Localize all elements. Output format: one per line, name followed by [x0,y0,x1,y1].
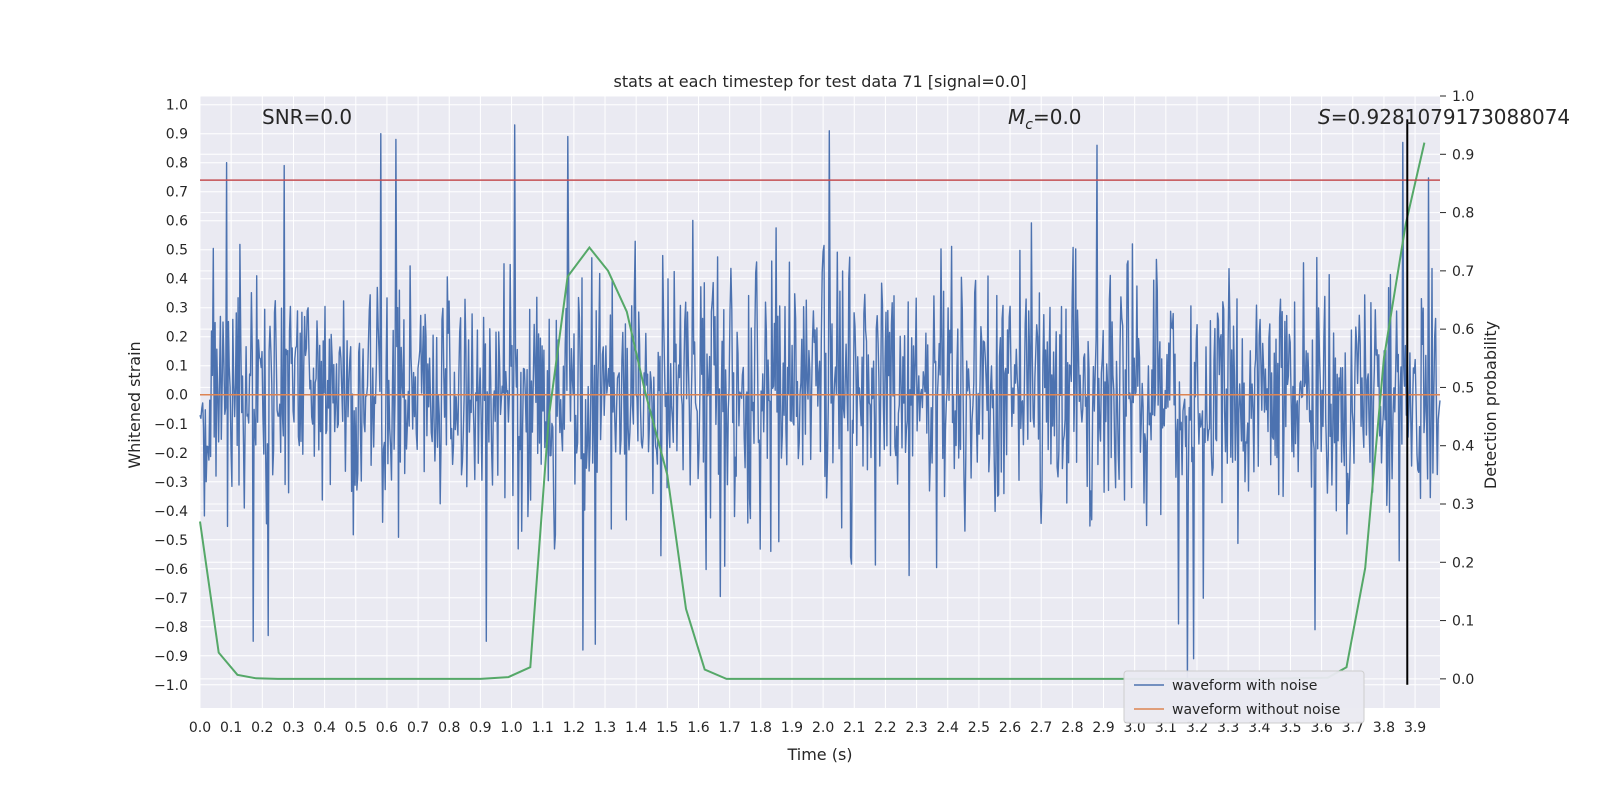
x-tick-label: 3.4 [1248,720,1270,736]
x-tick-label: 3.1 [1155,720,1177,736]
y-right-tick-label: 0.0 [1452,672,1474,688]
y-right-tick-label: 0.7 [1452,264,1474,280]
y-tick-label: −0.1 [154,417,188,433]
reference-lines [200,119,1440,685]
y-tick-label: 0.6 [166,214,188,230]
y-right-tick-label: 0.4 [1452,439,1474,455]
x-tick-label: 3.9 [1404,720,1426,736]
x-tick-label: 1.6 [687,720,709,736]
x-tick-label: 0.9 [469,720,491,736]
y-tick-label: 0.5 [166,243,188,259]
x-tick-label: 1.4 [625,720,647,736]
x-tick-label: 3.6 [1310,720,1332,736]
x-tick-label: 0.8 [438,720,460,736]
x-tick-label: 0.6 [376,720,398,736]
y-tick-label: −0.4 [154,504,188,520]
x-tick-label: 1.5 [656,720,678,736]
y-right-tick-label: 0.8 [1452,206,1474,222]
x-tick-label: 0.1 [220,720,242,736]
x-axis-label: Time (s) [786,745,852,764]
mc-subscript: c [1025,117,1033,133]
y-tick-label: 0.9 [166,127,188,143]
x-tick-label: 2.7 [1030,720,1052,736]
y-tick-label: −0.9 [154,649,188,665]
y-right-tick-label: 0.3 [1452,497,1474,513]
x-tick-label: 2.6 [999,720,1021,736]
y-tick-label: −0.7 [154,591,188,607]
s-value: =0.9281079173088074 [1331,105,1570,129]
x-tick-label: 3.5 [1279,720,1301,736]
x-tick-label: 2.9 [1092,720,1114,736]
y-tick-label: −0.5 [154,533,188,549]
x-tick-label: 0.0 [189,720,211,736]
x-tick-label: 2.3 [905,720,927,736]
axes: 0.0 0.1 0.2 0.3 0.4 0.5 0.6 0.7 0.8 0.9 1.0 1.1 1.2 1… [154,89,1474,736]
mc-annotation: Mc=0.0 [1008,105,1082,133]
y-tick-label: 0.0 [166,388,188,404]
legend-label-noise: waveform with noise [1172,678,1317,694]
x-tick-label: 2.8 [1061,720,1083,736]
x-tick-label: 1.9 [781,720,803,736]
x-tick-label: 3.0 [1124,720,1146,736]
y-right-tick-label: 0.2 [1452,555,1474,571]
y-tick-label: 0.4 [166,272,188,288]
y-tick-label: −0.8 [154,620,188,636]
x-tick-label: 3.7 [1342,720,1364,736]
x-tick-label: 0.3 [282,720,304,736]
y-right-tick-label: 0.6 [1452,322,1474,338]
y-right-tick-label: 0.9 [1452,147,1474,163]
x-tick-label: 1.0 [500,720,522,736]
x-tick-label: 2.5 [968,720,990,736]
x-tick-label: 2.0 [812,720,834,736]
x-tick-label: 3.2 [1186,720,1208,736]
chart-title: stats at each timestep for test data 71 … [614,72,1027,91]
x-tick-label: 3.8 [1373,720,1395,736]
y-right-axis-label: Detection probability [1481,321,1500,489]
s-annotation: S=0.9281079173088074 [1318,105,1570,129]
y-tick-label: 0.8 [166,156,188,172]
y-tick-label: −1.0 [154,678,188,694]
s-symbol: S [1318,105,1331,129]
series-waveform-with-noise [199,124,1441,680]
y-right-tick-label: 1.0 [1452,89,1474,105]
y-tick-label: 0.1 [166,359,188,375]
legend: waveform with noise waveform without noi… [1123,670,1365,724]
y-tick-label: −0.3 [154,475,188,491]
y-tick-label: 0.2 [166,330,188,346]
y-tick-label: −0.2 [154,446,188,462]
y-right-tick-label: 0.5 [1452,380,1474,396]
y-tick-label: −0.6 [154,562,188,578]
mc-symbol: M [1008,105,1025,129]
x-tick-label: 1.7 [719,720,741,736]
x-tick-label: 1.1 [532,720,554,736]
y-tick-label: 0.3 [166,301,188,317]
legend-label-clean: waveform without noise [1172,702,1340,718]
mc-value: =0.0 [1033,105,1082,129]
x-tick-label: 1.2 [563,720,585,736]
x-tick-label: 0.4 [313,720,335,736]
x-tick-label: 0.7 [407,720,429,736]
legend-box [1123,670,1365,724]
y-right-tick-label: 0.1 [1452,614,1474,630]
x-tick-label: 2.4 [937,720,959,736]
snr-annotation: SNR=0.0 [262,105,352,129]
x-tick-label: 0.5 [345,720,367,736]
y-tick-label: 0.7 [166,185,188,201]
x-tick-label: 3.3 [1217,720,1239,736]
x-tick-label: 0.2 [251,720,273,736]
y-axis-label: Whitened strain [125,341,144,468]
x-tick-label: 1.8 [750,720,772,736]
x-tick-label: 2.1 [843,720,865,736]
y-tick-label: 1.0 [166,98,188,114]
x-tick-label: 1.3 [594,720,616,736]
x-tick-label: 2.2 [874,720,896,736]
